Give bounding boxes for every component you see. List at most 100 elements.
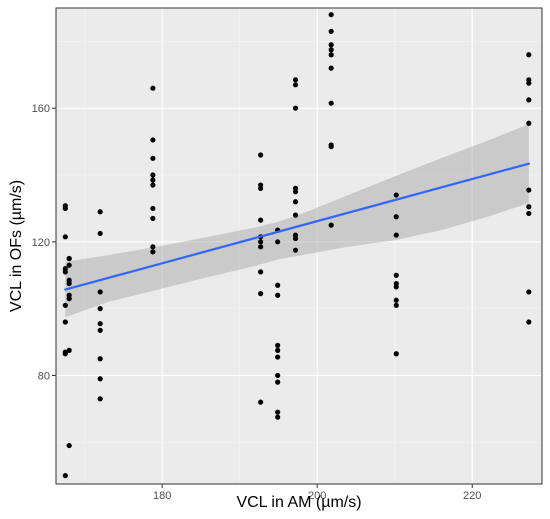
- data-point: [97, 230, 103, 237]
- data-point: [526, 289, 532, 295]
- data-point: [62, 351, 68, 357]
- data-point: [328, 100, 334, 106]
- data-point: [62, 234, 68, 240]
- x-tick-label: 180: [153, 490, 171, 502]
- y-axis-ticks: 80 120 160: [32, 103, 56, 382]
- data-point: [150, 244, 156, 250]
- data-point: [393, 192, 399, 198]
- plot-border: [55, 7, 543, 485]
- data-point: [275, 414, 281, 420]
- data-point: [66, 262, 72, 268]
- data-point: [258, 291, 264, 297]
- x-tick-label: 220: [463, 490, 481, 502]
- grid-minor: [56, 8, 542, 484]
- data-point: [526, 52, 532, 58]
- data-point: [275, 379, 281, 385]
- data-point: [97, 376, 103, 382]
- data-point: [275, 282, 281, 288]
- data-point: [328, 144, 334, 150]
- data-point: [275, 409, 281, 415]
- y-tick-label: 80: [38, 370, 50, 382]
- data-point: [526, 204, 532, 210]
- y-tick-label: 120: [32, 237, 50, 249]
- confidence-band: [65, 124, 529, 318]
- x-axis-ticks: 180 200 220: [153, 484, 481, 502]
- data-point: [328, 28, 334, 34]
- data-point: [275, 292, 281, 298]
- data-point: [393, 297, 399, 303]
- data-point: [97, 209, 103, 215]
- data-point: [62, 302, 68, 308]
- x-axis-title: VCL in AM (µm/s): [236, 494, 361, 511]
- data-point: [275, 372, 281, 379]
- data-point: [292, 247, 299, 253]
- data-point: [258, 269, 264, 275]
- data-point: [292, 235, 299, 242]
- data-point: [328, 42, 334, 48]
- data-point: [97, 396, 103, 402]
- x-tick-label: 200: [308, 490, 326, 502]
- data-point: [97, 327, 103, 333]
- data-point: [526, 187, 532, 193]
- data-point: [328, 47, 334, 53]
- data-point: [292, 105, 299, 111]
- data-point: [66, 296, 72, 302]
- y-tick-label: 160: [32, 103, 50, 115]
- data-point: [97, 289, 103, 295]
- data-point: [393, 232, 399, 238]
- data-points: [62, 12, 532, 479]
- data-point: [97, 306, 103, 312]
- data-point: [66, 347, 72, 353]
- data-point: [62, 473, 68, 479]
- data-point: [275, 239, 281, 245]
- data-point: [328, 65, 334, 71]
- data-point: [150, 205, 156, 212]
- data-point: [66, 280, 72, 287]
- data-point: [393, 272, 399, 278]
- data-point: [292, 82, 299, 88]
- data-point: [97, 321, 103, 327]
- data-point: [62, 269, 68, 275]
- data-point: [292, 189, 299, 195]
- data-point: [526, 120, 532, 126]
- data-point: [292, 212, 299, 218]
- data-point: [97, 356, 103, 362]
- data-point: [526, 210, 532, 217]
- data-point: [150, 177, 156, 183]
- y-axis-title: VCL in OFs (µm/s): [8, 180, 25, 312]
- data-point: [150, 182, 156, 188]
- data-point: [275, 342, 281, 348]
- data-point: [62, 205, 68, 212]
- data-point: [150, 85, 156, 91]
- data-point: [150, 155, 156, 161]
- data-point: [258, 399, 264, 405]
- data-point: [258, 185, 264, 191]
- data-point: [275, 347, 281, 353]
- data-point: [526, 319, 532, 325]
- data-point: [150, 137, 156, 143]
- data-point: [328, 222, 334, 228]
- data-point: [66, 255, 72, 262]
- data-point: [292, 77, 299, 83]
- data-point: [150, 249, 156, 255]
- confidence-band-layer: [65, 124, 529, 318]
- data-point: [150, 172, 156, 178]
- data-point: [328, 12, 334, 18]
- data-point: [258, 152, 264, 158]
- data-point: [258, 244, 264, 250]
- data-point: [258, 217, 264, 223]
- data-point: [526, 97, 532, 103]
- data-point: [66, 442, 72, 449]
- grid-major: [56, 8, 542, 484]
- fit-line: [64, 162, 530, 291]
- data-point: [393, 214, 399, 220]
- data-point: [292, 199, 299, 205]
- data-point: [393, 351, 399, 357]
- data-point: [258, 239, 264, 245]
- data-point: [275, 354, 281, 360]
- plot-panel: [56, 8, 542, 484]
- data-point: [393, 284, 399, 290]
- data-point: [150, 215, 156, 222]
- data-point: [328, 52, 334, 58]
